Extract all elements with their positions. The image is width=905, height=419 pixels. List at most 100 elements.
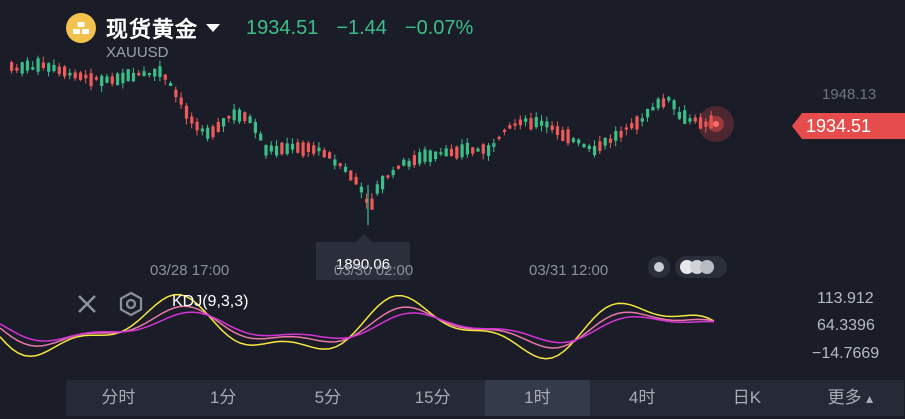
candle-body [391,170,395,176]
tab-15min[interactable]: 15分 [414,388,451,407]
settings-gear-icon[interactable] [118,291,144,317]
candle-body [296,142,300,153]
candle-body [566,129,570,144]
candle-body [121,72,125,84]
candle-body [153,68,157,77]
candle-body [195,121,199,131]
candle-body [418,152,422,164]
tab-daily[interactable]: 日K [732,388,762,407]
candle-body [444,148,448,157]
candle-body [465,142,469,155]
candle-body [614,130,618,141]
candle-body [518,119,522,126]
candle-body [110,76,114,84]
candle-body [15,67,19,71]
candle-body [407,160,411,167]
candle-body [677,111,681,119]
candle-body [608,138,613,143]
candle-body [699,117,703,129]
indicator-label: KDJ(9,3,3) [172,293,249,310]
indicator-level-low: −14.7669 [812,345,880,362]
candle-body [550,125,554,130]
price-change: −1.44 [336,16,387,39]
indicator-level-high: 113.912 [817,290,874,307]
candle-body [280,142,284,155]
chart-mode-toggle[interactable] [644,252,728,282]
candle-body [68,72,72,76]
candle-body [577,139,581,144]
candle-body [52,64,56,72]
candle-body [423,149,427,162]
time-label-3: 03/31 12:00 [529,262,609,279]
instrument-name[interactable]: 现货黄金 [106,17,199,42]
candle-body [131,72,136,82]
candle-body [396,165,401,169]
low-price-marker: 1890.06 [316,234,410,280]
candle-body [545,121,549,128]
candle-body [169,83,173,86]
tab-more[interactable]: 更多 ▲ [799,380,904,416]
candle-body [582,144,586,148]
candle-body [328,152,332,159]
kdj-d-line [0,305,715,349]
candle-body [253,121,257,133]
candle-body [20,62,24,74]
candle-body [174,89,178,98]
candle-body [624,127,628,130]
candle-body [688,118,692,122]
candle-body [94,77,98,80]
candle-body [555,126,560,136]
candle-body [317,147,321,152]
kdj-k-line [0,293,715,360]
candle-body [237,109,242,122]
candle-body [656,98,660,109]
tab-4hour[interactable]: 4时 [628,388,656,407]
candle-body [306,143,310,153]
candle-body [561,129,565,141]
tab-5min[interactable]: 5分 [314,388,342,407]
candle-body [269,145,273,152]
last-price: 1934.51 [246,16,319,39]
candle-body [31,67,35,70]
candle-body [259,133,263,141]
candle-body [370,198,374,210]
candle-body [439,152,443,155]
candle-body [275,145,279,156]
candle-body [105,76,109,83]
tab-1min[interactable]: 1分 [209,388,237,407]
candle-body [200,128,204,132]
candle-body [142,71,146,76]
time-label-1: 03/28 17:00 [150,262,230,279]
candle-body [47,63,51,72]
candle-body [704,121,708,127]
candle-body [126,69,130,82]
candle-body [402,159,406,166]
candle-body [386,175,390,178]
candle-body [301,142,305,156]
candle-body [343,166,348,172]
candle-body [322,149,326,158]
candle-body [184,105,189,119]
candle-body [571,138,575,143]
tab-timeshare[interactable]: 分时 [101,388,136,407]
candle-body [84,74,88,79]
candle-body [534,117,538,128]
close-indicator-icon[interactable] [74,291,100,317]
candle-body [264,144,268,156]
candle-body [206,127,210,139]
candle-body [661,98,666,108]
candle-body [89,73,93,87]
candle-body [693,117,697,122]
dropdown-caret-icon[interactable] [206,24,221,32]
instrument-header: 现货黄金 1934.51 −1.44 −0.07% [66,12,473,44]
candle-body [354,176,358,185]
tab-1hour[interactable]: 1时 [485,380,590,416]
candle-body [147,73,151,76]
candle-body [513,123,517,126]
indicator-level-mid: 64.3396 [817,317,875,334]
candle-body [492,143,496,147]
candle-body [78,72,83,80]
candle-body [25,60,30,71]
price-change-pct: −0.07% [404,16,474,39]
